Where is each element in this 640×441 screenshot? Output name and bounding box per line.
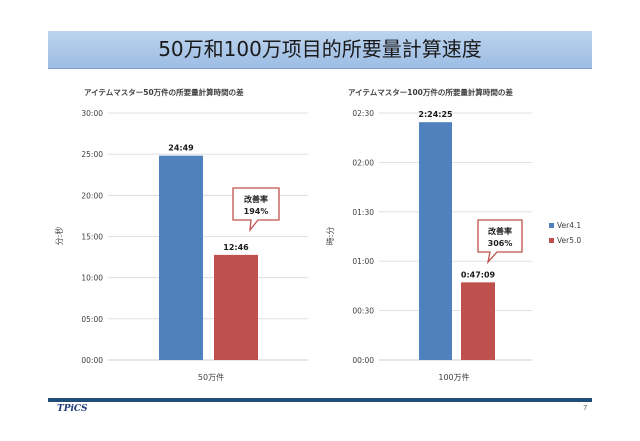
y-tick-label: 10:00 — [81, 274, 103, 283]
bar-ver41 — [159, 155, 203, 360]
legend-label-ver41: Ver4.1 — [557, 221, 581, 230]
y-tick-label: 05:00 — [81, 315, 103, 324]
chart1-ylabel: 分:秒 — [54, 227, 64, 246]
y-tick-label: 00:00 — [352, 356, 374, 365]
y-tick-label: 01:00 — [352, 257, 374, 266]
chart2-callout-line1: 改善率 — [488, 226, 512, 236]
legend-swatch-ver41 — [549, 223, 554, 228]
chart1-callout-line1: 改善率 — [244, 194, 268, 204]
legend-swatch-ver50 — [549, 238, 554, 243]
chart1-category: 50万件 — [198, 372, 224, 382]
y-tick-label: 15:00 — [81, 233, 103, 242]
data-label: 12:46 — [223, 243, 249, 252]
chart2-category: 100万件 — [438, 372, 469, 382]
chart1-callout-box — [232, 187, 280, 233]
chart-50man: アイテムマスター50万件の所要量計算時間の差 分:秒 00:00 05:00 10:… — [54, 87, 308, 382]
y-tick-label: 00:30 — [352, 307, 374, 316]
chart2-callout-box — [477, 219, 523, 265]
y-tick-label: 20:00 — [81, 191, 103, 200]
bar-ver41 — [419, 122, 452, 360]
y-tick-label: 02:00 — [352, 158, 374, 167]
y-tick-label: 02:30 — [352, 109, 374, 118]
y-tick-label: 01:30 — [352, 208, 374, 217]
chart2-callout-line2: 306% — [488, 239, 513, 248]
data-label: 2:24:25 — [418, 110, 453, 119]
data-label: 0:47:09 — [461, 270, 496, 279]
chart2-title: アイテムマスター100万件の所要量計算時間の差 — [348, 87, 513, 97]
y-tick-label: 00:00 — [81, 356, 103, 365]
chart1-callout-line2: 194% — [244, 207, 269, 216]
footer-line — [48, 398, 592, 402]
page-number: 7 — [583, 404, 588, 412]
title-band: 50万和100万项目的所要量計算速度 — [48, 31, 592, 69]
slide-title: 50万和100万项目的所要量計算速度 — [158, 37, 482, 61]
y-tick-label: 25:00 — [81, 150, 103, 159]
chart1-title: アイテムマスター50万件の所要量計算時間の差 — [84, 87, 244, 97]
legend-label-ver50: Ver5.0 — [557, 236, 581, 245]
tpics-logo: TPiCS — [57, 404, 88, 414]
bar-ver50 — [214, 254, 258, 360]
y-tick-label: 30:00 — [81, 109, 103, 118]
chart2-ylabel: 時:分 — [326, 227, 335, 246]
bar-ver50 — [461, 282, 495, 360]
chart-100man: アイテムマスター100万件の所要量計算時間の差 時:分 00:00 00:30 01… — [326, 87, 581, 382]
data-label: 24:49 — [168, 144, 194, 153]
